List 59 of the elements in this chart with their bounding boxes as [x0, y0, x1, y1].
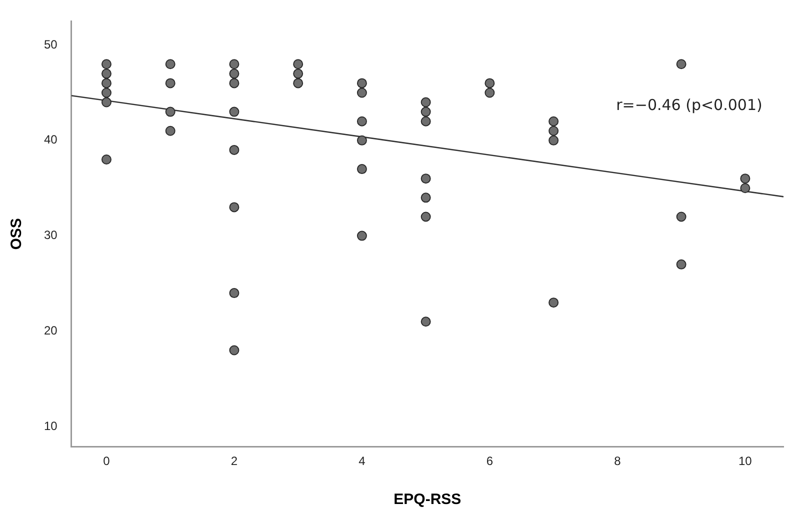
point: [420, 106, 431, 117]
point: [165, 59, 176, 70]
point: [676, 212, 686, 222]
point: [101, 59, 112, 70]
point: [420, 212, 431, 222]
point: [676, 59, 686, 70]
point: [229, 68, 240, 79]
point: [229, 288, 240, 298]
y-tick-label: 40: [44, 132, 58, 147]
point: [165, 126, 176, 136]
point: [229, 78, 240, 88]
point: [420, 316, 431, 327]
point: [356, 230, 367, 241]
x-tick-label: 6: [486, 454, 494, 468]
x-tick-label: 4: [358, 454, 366, 468]
point: [229, 345, 240, 356]
point: [356, 78, 367, 88]
x-tick-label: 10: [738, 454, 752, 468]
point: [165, 106, 176, 117]
point: [229, 202, 240, 212]
x-tick-label: 8: [614, 454, 622, 468]
point: [356, 135, 367, 146]
point: [484, 78, 495, 88]
x-axis-title: EPQ-RSS: [394, 491, 462, 508]
point: [484, 88, 495, 98]
y-tick-label: 50: [44, 37, 58, 52]
point: [740, 174, 750, 184]
point: [293, 59, 304, 70]
annotation: r=−0.46 (p<0.001): [616, 96, 762, 114]
point: [356, 116, 367, 126]
point: [420, 192, 431, 203]
y-tick-label: 30: [44, 228, 58, 242]
point: [229, 106, 240, 117]
y-axis-title: OSS: [8, 218, 26, 250]
point: [548, 126, 559, 136]
point: [420, 97, 431, 108]
y-tick-label: 20: [44, 324, 58, 338]
point: [101, 97, 112, 108]
point: [548, 135, 559, 146]
point: [548, 298, 559, 308]
point: [740, 183, 750, 194]
point: [229, 59, 240, 70]
point: [229, 144, 240, 155]
point: [420, 174, 431, 184]
x-tick-label: 2: [230, 454, 238, 468]
y-tick-label: 10: [44, 418, 58, 433]
point: [101, 68, 112, 79]
point: [676, 259, 686, 270]
point: [165, 78, 176, 88]
point: [293, 78, 304, 88]
x-tick-label: 0: [103, 454, 110, 468]
point: [101, 78, 112, 88]
point: [101, 154, 112, 165]
point: [548, 116, 559, 126]
point: [420, 116, 431, 126]
point: [356, 88, 367, 98]
point: [293, 68, 304, 79]
point: [356, 164, 367, 174]
point: [101, 88, 112, 98]
